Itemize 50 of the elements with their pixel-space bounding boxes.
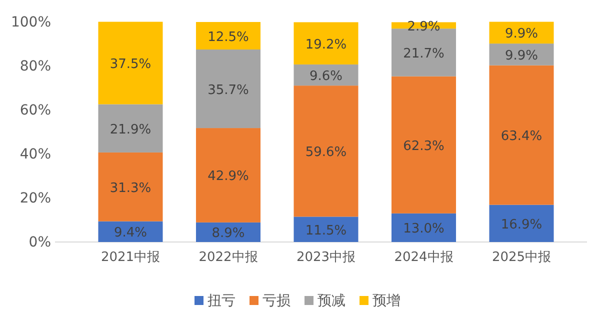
x-tick-label: 2022中报 <box>198 250 258 266</box>
bar <box>196 50 261 128</box>
data-label: 35.7% <box>208 82 249 98</box>
bar <box>196 128 261 222</box>
data-label: 37.5% <box>110 57 152 72</box>
legend-label: 亏损 <box>262 293 290 309</box>
bar <box>98 104 163 152</box>
data-label: 21.9% <box>110 122 152 138</box>
data-label: 8.9% <box>212 226 245 242</box>
bar <box>489 44 554 66</box>
data-label: 62.3% <box>403 138 444 154</box>
legend-label: 预增 <box>372 293 400 309</box>
data-label: 11.5% <box>305 223 347 238</box>
data-label: 13.0% <box>403 222 444 237</box>
legend-label: 预减 <box>318 293 346 309</box>
data-label: 19.2% <box>305 37 347 52</box>
bar <box>98 152 163 222</box>
y-tick-label: 80% <box>20 58 51 74</box>
legend-label: 扭亏 <box>208 293 236 309</box>
data-label: 9.9% <box>504 26 538 42</box>
x-tick-label: 2021中报 <box>100 250 160 266</box>
data-label: 9.4% <box>114 226 148 241</box>
x-tick-label: 2025中报 <box>492 250 552 266</box>
data-label: 31.3% <box>110 180 152 196</box>
bar <box>489 204 554 242</box>
data-label: 9.6% <box>309 69 343 84</box>
data-label: 16.9% <box>500 217 542 232</box>
bar <box>391 213 456 242</box>
bar <box>294 86 358 217</box>
y-tick-label: 60% <box>20 102 51 118</box>
y-tick-label: 40% <box>20 146 51 162</box>
bar <box>489 65 554 205</box>
bar <box>294 22 358 64</box>
data-label: 9.9% <box>504 48 538 64</box>
data-label: 12.5% <box>208 30 249 45</box>
bar <box>294 216 358 242</box>
data-label: 21.7% <box>403 46 444 62</box>
bar <box>391 76 456 214</box>
x-tick-label: 2024中报 <box>394 250 454 266</box>
y-tick-label: 0% <box>28 234 51 250</box>
bar <box>98 22 163 104</box>
bar <box>98 221 163 242</box>
x-tick-label: 2023中报 <box>296 250 356 266</box>
y-tick-label: 20% <box>20 190 51 206</box>
y-tick-label: 100% <box>10 14 51 30</box>
bar <box>294 64 358 86</box>
data-label: 42.9% <box>208 169 249 184</box>
data-label: 63.4% <box>500 129 542 144</box>
bar <box>196 22 261 50</box>
data-label: 59.6% <box>305 145 347 160</box>
